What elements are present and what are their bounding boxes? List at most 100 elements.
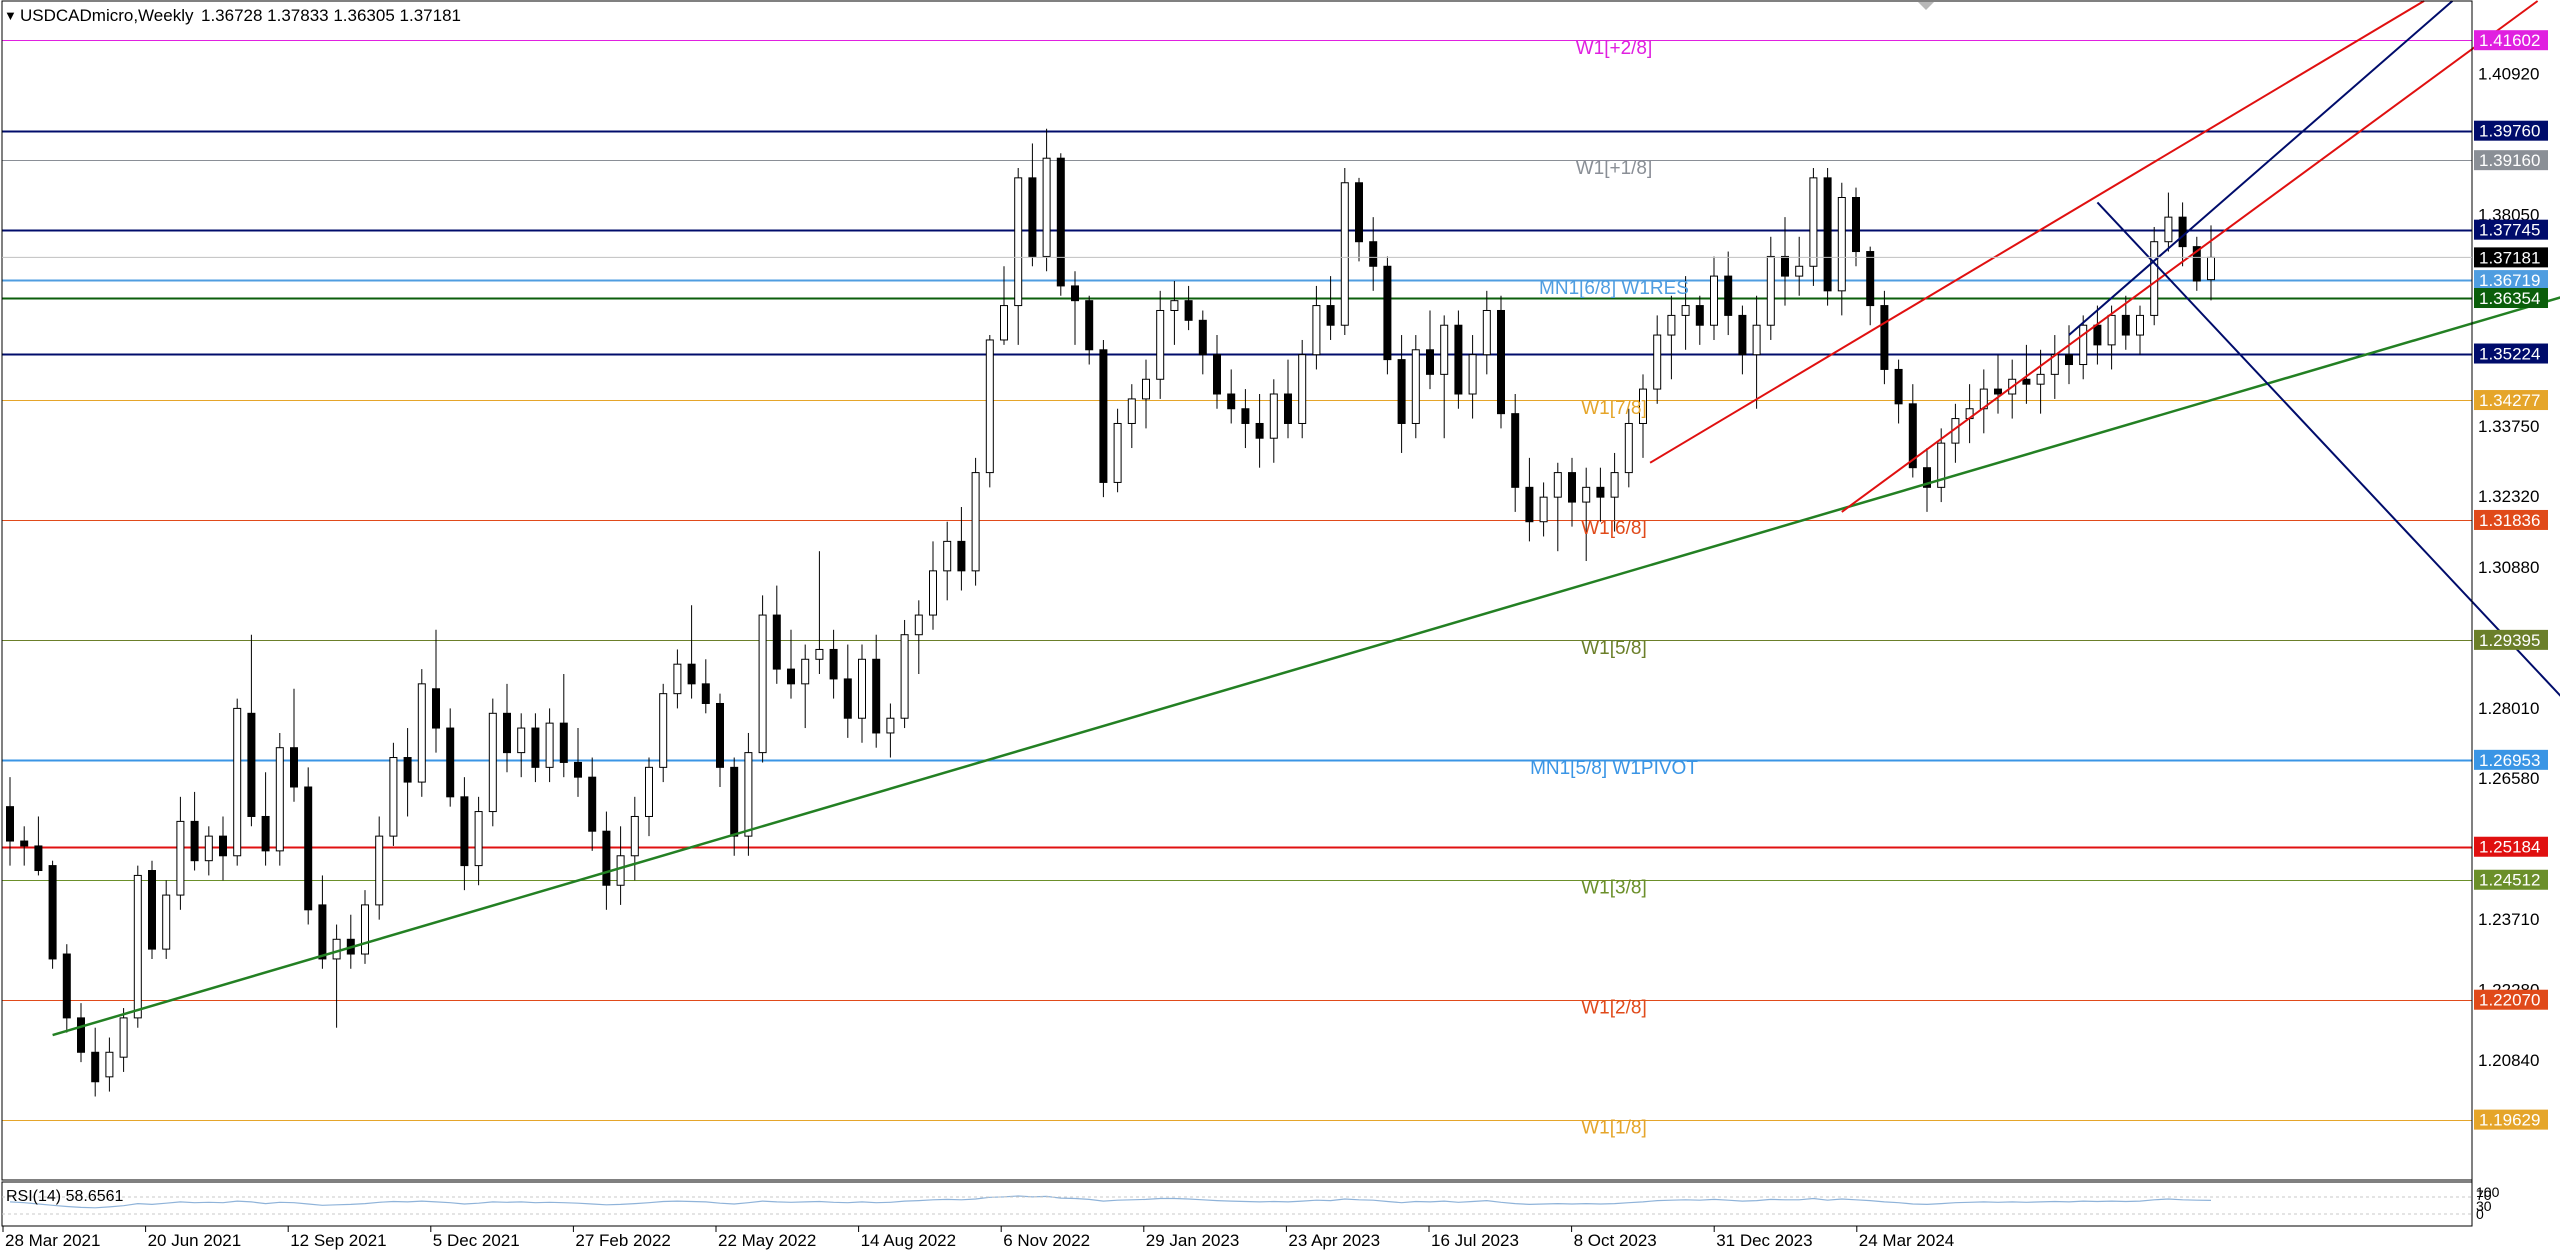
candle xyxy=(1894,359,1903,424)
candle xyxy=(659,683,668,783)
price-label: 1.33750 xyxy=(2478,417,2539,436)
candle xyxy=(446,708,455,807)
candle xyxy=(503,683,511,773)
time-label: 8 Oct 2023 xyxy=(1574,1231,1657,1250)
candle xyxy=(2079,315,2088,380)
time-label: 27 Feb 2022 xyxy=(575,1231,670,1250)
svg-text:1.31836: 1.31836 xyxy=(2479,511,2540,530)
svg-text:1.25184: 1.25184 xyxy=(2479,838,2540,857)
candle xyxy=(2192,236,2201,291)
level-label: W1[1/8] xyxy=(1581,1118,1646,1139)
candle xyxy=(1667,295,1676,380)
candle xyxy=(900,619,909,729)
candle xyxy=(1724,251,1733,336)
navy-channel-line[interactable] xyxy=(2068,0,2454,336)
candle xyxy=(2164,192,2173,252)
candle xyxy=(957,506,966,591)
candle xyxy=(332,924,341,1028)
svg-text:1.36354: 1.36354 xyxy=(2479,289,2540,308)
level-label: W1[+1/8] xyxy=(1576,158,1653,179)
candle xyxy=(1752,295,1761,409)
candle xyxy=(1014,168,1023,345)
level-label: W1[3/8] xyxy=(1581,878,1646,899)
candle xyxy=(62,944,71,1033)
candle xyxy=(1681,276,1690,350)
time-label: 20 Jun 2021 xyxy=(148,1231,242,1250)
price-axis[interactable]: 1.409201.380501.337501.323201.308801.294… xyxy=(2,30,2548,1130)
candle xyxy=(361,890,369,964)
time-label: 23 Apr 2023 xyxy=(1288,1231,1380,1250)
time-label: 31 Dec 2023 xyxy=(1716,1231,1812,1250)
candle xyxy=(2136,305,2144,355)
candle xyxy=(375,816,384,920)
candle xyxy=(758,595,767,763)
candle xyxy=(417,669,426,797)
candle xyxy=(1497,295,1505,429)
trendlines[interactable] xyxy=(52,0,2560,1037)
candle xyxy=(1582,467,1591,562)
candle xyxy=(48,860,57,969)
svg-text:1.26953: 1.26953 xyxy=(2479,751,2540,770)
candle xyxy=(1766,236,1775,340)
svg-text:1.37181: 1.37181 xyxy=(2479,248,2540,267)
candle xyxy=(1454,310,1463,409)
candle xyxy=(843,644,852,738)
candle xyxy=(2022,344,2031,404)
candle xyxy=(304,767,313,925)
chart-shift-marker[interactable] xyxy=(1918,2,1934,10)
rsi-line xyxy=(9,1195,2212,1209)
green-trend-line[interactable] xyxy=(52,212,2560,1037)
level-price-tag: 1.22070 xyxy=(2474,989,2548,1010)
candle xyxy=(716,693,724,787)
price-label: 1.26580 xyxy=(2478,769,2539,788)
candle xyxy=(1241,389,1250,449)
candle xyxy=(1511,394,1520,512)
candle xyxy=(1184,285,1193,331)
candle xyxy=(1170,281,1179,345)
candle xyxy=(1411,335,1420,439)
navy-down-line[interactable] xyxy=(2096,201,2560,959)
level-labels: W1[+2/8] W1[+1/8] MN1[6/8] W1RES W1[7/8] W1[… xyxy=(1530,38,1698,1138)
candle xyxy=(1823,168,1832,306)
candle xyxy=(247,634,256,827)
red-channel-lower-line[interactable] xyxy=(1841,0,2539,513)
candle xyxy=(133,865,142,1028)
candle xyxy=(1269,379,1278,463)
candle xyxy=(389,742,398,846)
level-price-tag: 1.35224 xyxy=(2474,343,2548,364)
svg-text:1.24512: 1.24512 xyxy=(2479,871,2540,890)
candle xyxy=(1355,177,1363,262)
candle xyxy=(1468,335,1477,419)
candle xyxy=(77,1003,85,1063)
level-price-tag: 1.37745 xyxy=(2474,219,2548,240)
candle xyxy=(744,732,753,856)
candle xyxy=(772,585,781,684)
level-price-tag: 1.24512 xyxy=(2474,869,2548,890)
chart-menu-triangle[interactable]: ▼ xyxy=(4,8,17,23)
time-axis[interactable]: 28 Mar 2021 20 Jun 2021 12 Sep 2021 5 Dec 2… xyxy=(2,1226,1954,1250)
red-channel-upper-line[interactable] xyxy=(1649,0,2425,464)
level-price-tag: 1.39760 xyxy=(2474,120,2548,141)
level-price-tag: 1.36719 xyxy=(2474,270,2548,291)
candle xyxy=(1213,335,1221,409)
price-label: 1.30880 xyxy=(2478,558,2539,577)
candle xyxy=(20,826,29,866)
candle xyxy=(1852,187,1860,267)
candle xyxy=(914,600,923,675)
candle xyxy=(616,826,625,905)
candle xyxy=(1397,335,1406,453)
candle xyxy=(1923,448,1931,512)
price-label: 1.23710 xyxy=(2478,910,2539,929)
time-label: 16 Jul 2023 xyxy=(1431,1231,1519,1250)
candle xyxy=(403,728,412,817)
time-label: 5 Dec 2021 xyxy=(433,1231,520,1250)
candle xyxy=(517,713,526,778)
candle xyxy=(1568,457,1576,527)
time-label: 14 Aug 2022 xyxy=(861,1231,956,1250)
candles xyxy=(6,128,2215,1097)
candle xyxy=(119,1008,128,1072)
candle xyxy=(943,521,952,601)
